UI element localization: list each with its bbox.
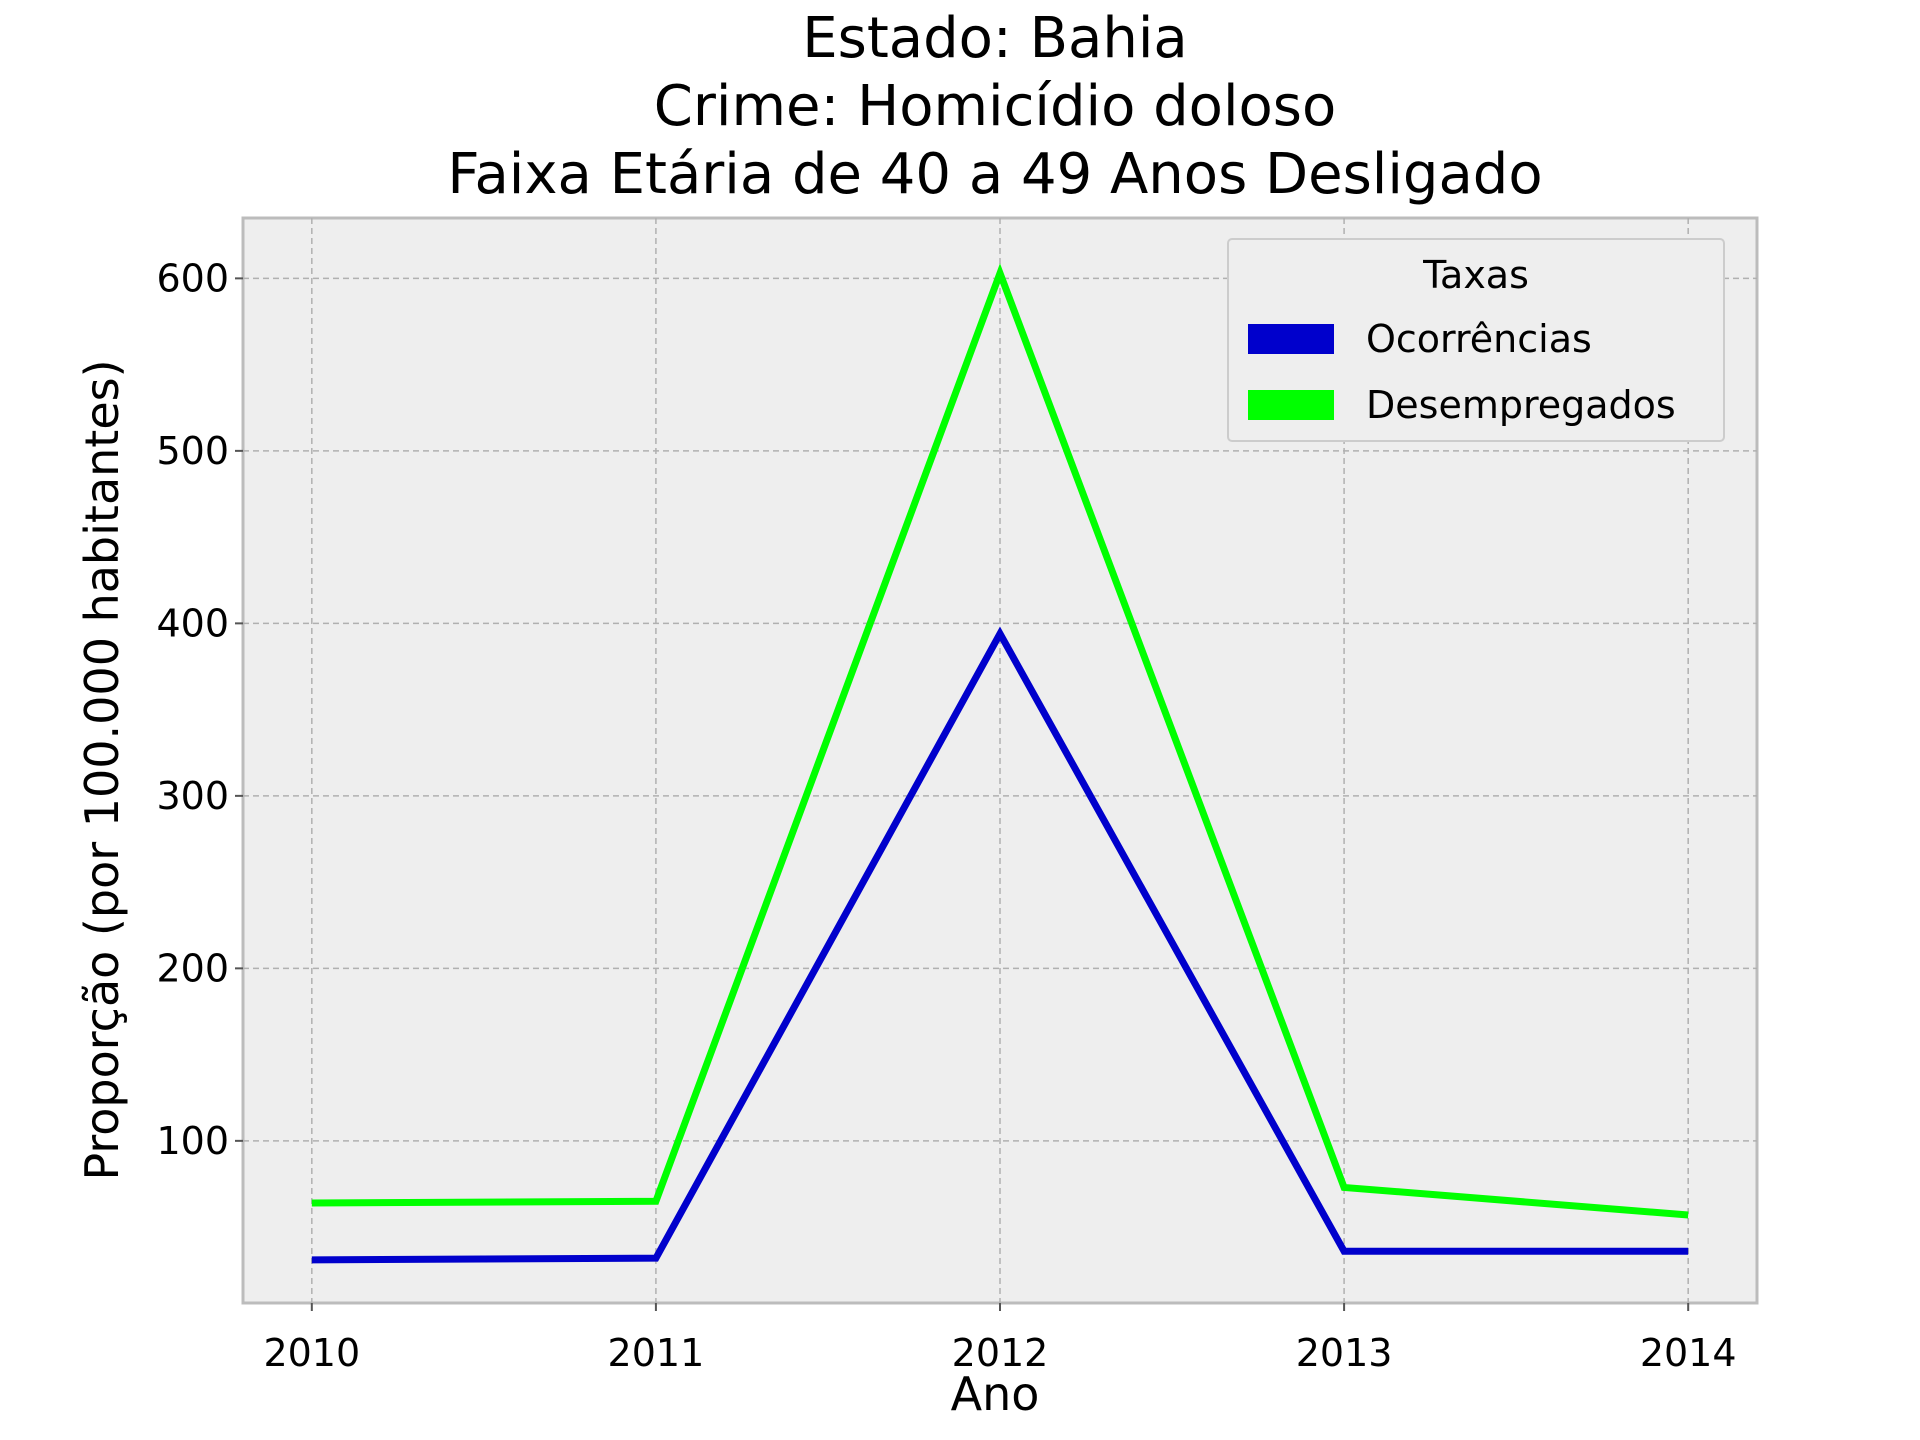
legend-swatch-desempregados <box>1248 390 1334 420</box>
legend-title: Taxas <box>1422 253 1529 297</box>
x-tick-label-2010: 2010 <box>263 1331 360 1375</box>
chart-title: Estado: Bahia Crime: Homicídio doloso Fa… <box>447 6 1542 207</box>
y-tick-label-500: 500 <box>156 429 229 473</box>
x-tick-label-2014: 2014 <box>1640 1331 1737 1375</box>
y-tick-label-100: 100 <box>156 1119 229 1163</box>
legend-box <box>1227 238 1725 442</box>
x-axis-label: Ano <box>951 1367 1040 1421</box>
legend: Taxas Ocorrências Desempregados <box>1227 238 1725 442</box>
y-tick-label-600: 600 <box>156 256 229 300</box>
legend-label-ocorrencias: Ocorrências <box>1366 317 1592 361</box>
y-tick-label-200: 200 <box>156 946 229 990</box>
x-tick-labels: 2010 2011 2012 2013 2014 <box>263 1303 1737 1375</box>
title-line-1: Estado: Bahia <box>802 6 1187 71</box>
series-line-1 <box>311 263 1689 1219</box>
legend-swatch-ocorrencias <box>1248 324 1334 354</box>
legend-label-desempregados: Desempregados <box>1366 383 1676 427</box>
x-tick-label-2011: 2011 <box>608 1331 705 1375</box>
series-lines <box>311 263 1689 1264</box>
title-line-2: Crime: Homicídio doloso <box>654 74 1336 139</box>
y-tick-label-400: 400 <box>156 601 229 645</box>
series-line-0 <box>311 626 1689 1264</box>
x-tick-label-2013: 2013 <box>1296 1331 1393 1375</box>
y-axis-label: Proporção (por 100.000 habitantes) <box>75 359 129 1180</box>
title-line-3: Faixa Etária de 40 a 49 Anos Desligado <box>447 142 1542 207</box>
y-tick-label-300: 300 <box>156 774 229 818</box>
y-tick-labels: 100 200 300 400 500 600 <box>156 256 243 1163</box>
x-tick-label-2012: 2012 <box>952 1331 1049 1375</box>
